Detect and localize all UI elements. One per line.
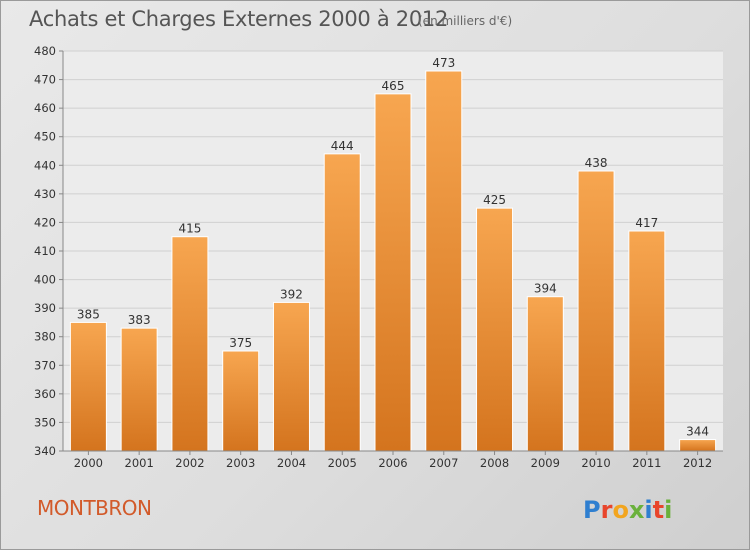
bar-2000 (69, 321, 107, 452)
x-tick-label: 2012 (683, 456, 712, 470)
y-tick-label: 480 (34, 44, 56, 58)
y-tick-label: 420 (34, 215, 56, 229)
svg-text:Proxiti: Proxiti (583, 496, 672, 524)
x-tick-label: 2002 (175, 456, 204, 470)
bar-2004 (272, 301, 310, 452)
x-tick-label: 2005 (328, 456, 357, 470)
y-tick-label: 380 (34, 330, 56, 344)
bar-2003 (222, 350, 260, 452)
y-tick-label: 370 (34, 358, 56, 372)
y-tick-label: 410 (34, 244, 56, 258)
data-label-2000: 385 (77, 307, 100, 321)
x-tick-label: 2009 (531, 456, 560, 470)
bar-2001 (120, 327, 158, 452)
x-tick-label: 2004 (277, 456, 306, 470)
y-tick-label: 350 (34, 415, 56, 429)
x-tick-label: 2007 (429, 456, 458, 470)
x-tick-label: 2010 (581, 456, 610, 470)
data-label-2005: 444 (331, 139, 354, 153)
y-tick-label: 450 (34, 130, 56, 144)
proxiti-logo: Proxiti (583, 496, 672, 524)
data-label-2009: 394 (534, 282, 557, 296)
bar-2005 (323, 153, 361, 452)
bar-2008 (476, 207, 514, 452)
data-label-2008: 425 (483, 193, 506, 207)
place-name: MONTBRON (37, 496, 152, 520)
data-label-2004: 392 (280, 287, 303, 301)
y-tick-label: 440 (34, 158, 56, 172)
y-axis: 340 350 360 370 380 390 400 410 420 430 440 450 460 4… (34, 44, 64, 458)
data-label-2012: 344 (686, 425, 709, 439)
y-tick-label: 460 (34, 101, 56, 115)
data-label-2001: 383 (128, 313, 151, 327)
data-label-2003: 375 (229, 336, 252, 350)
data-label-2002: 415 (178, 222, 201, 236)
bar-2012 (679, 439, 717, 452)
bars (69, 70, 717, 452)
data-labels: 385 383 415 375 392 444 465 473 425 394 438 417 344 (77, 56, 709, 439)
data-label-2006: 465 (382, 79, 405, 93)
x-tick-label: 2008 (480, 456, 509, 470)
data-label-2011: 417 (635, 216, 658, 230)
y-tick-label: 360 (34, 387, 56, 401)
data-label-2010: 438 (585, 156, 608, 170)
x-axis: 2000 2001 2002 2003 2004 2005 2006 2007 2008 2009… (63, 450, 723, 470)
y-tick-label: 470 (34, 73, 56, 87)
x-tick-label: 2006 (378, 456, 407, 470)
bar-2011 (628, 230, 666, 452)
y-tick-label: 400 (34, 273, 56, 287)
y-tick-label: 340 (34, 444, 56, 458)
bar-2010 (577, 170, 615, 452)
bar-2002 (171, 236, 209, 452)
bar-2006 (374, 93, 412, 452)
bar-2007 (425, 70, 463, 452)
y-tick-label: 390 (34, 301, 56, 315)
x-tick-label: 2003 (226, 456, 255, 470)
data-label-2007: 473 (432, 56, 455, 70)
x-tick-label: 2000 (74, 456, 103, 470)
chart-title: Achats et Charges Externes 2000 à 2012 (29, 7, 449, 31)
x-tick-label: 2001 (125, 456, 154, 470)
bar-2009 (526, 296, 564, 452)
x-tick-label: 2011 (632, 456, 661, 470)
y-tick-label: 430 (34, 187, 56, 201)
chart-subtitle: (en milliers d'€) (418, 14, 513, 28)
